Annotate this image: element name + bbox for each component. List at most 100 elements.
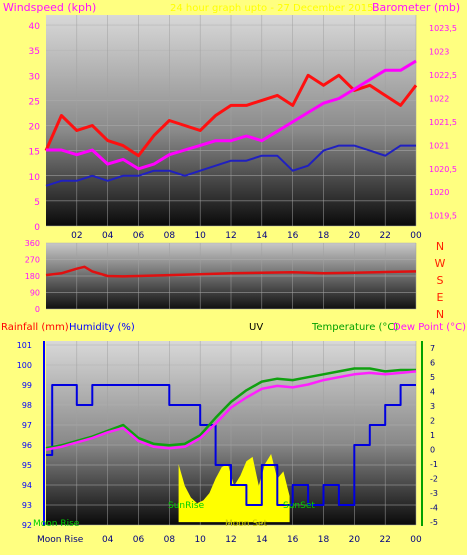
climate-grid	[46, 341, 417, 526]
climate-x-tick-label: 04	[102, 535, 114, 545]
humidity-line	[46, 384, 416, 506]
climate-x-tick-label: 18	[318, 535, 330, 545]
humidity-tick-label: 101	[17, 341, 32, 350]
barometer-tick-label: 1020	[429, 188, 449, 197]
wind-y-ticks: 0 5 10 15 20 25 30 35 40	[29, 22, 41, 233]
barometer-tick-label: 1023	[429, 48, 449, 57]
compass-label: N	[436, 240, 444, 253]
sunrise-label: SunRise	[168, 501, 205, 511]
compass-label: E	[437, 291, 444, 304]
humidity-tick-label: 92	[22, 521, 32, 530]
climate-x-tick-label: 10	[194, 535, 206, 545]
windspeed-axis-label: Windspeed (kph)	[3, 1, 96, 14]
windspeed-tick-label: 20	[29, 123, 41, 133]
temperature-line	[45, 367, 416, 450]
uv-axis-label: UV	[249, 322, 263, 333]
humidity-tick-label: 98	[22, 401, 32, 410]
humidity-axis-label: Humidity (%)	[69, 322, 135, 333]
climate-x-tick-label: 14	[256, 535, 268, 545]
climate-x-tick-label: 12	[225, 535, 236, 545]
climate-x-tick-label: 16	[287, 535, 299, 545]
climate-series	[45, 367, 417, 523]
temperature-tick-label: -4	[430, 504, 438, 513]
temperature-tick-label: 4	[430, 388, 435, 397]
compass-label: W	[435, 257, 446, 270]
wind-x-tick-label: 06	[133, 231, 145, 241]
humidity-tick-label: 100	[17, 361, 32, 370]
compass-label: S	[437, 274, 444, 287]
dewpoint-line	[45, 370, 417, 451]
temperature-tick-label: 3	[430, 402, 435, 411]
direction-tick-label: 360	[25, 239, 40, 248]
climate-x-tick-label: 00	[410, 535, 422, 545]
temperature-tick-label: 0	[430, 446, 435, 455]
temperature-tick-label: 7	[430, 344, 435, 353]
temperature-tick-label: -2	[430, 475, 438, 484]
climate-x-tick-label: 06	[133, 535, 145, 545]
wind-x-tick-label: 02	[71, 231, 82, 241]
barometer-tick-label: 1023,5	[429, 24, 457, 33]
direction-y-ticks: 0 90 180 270 360	[25, 239, 40, 314]
windspeed-tick-label: 30	[29, 72, 41, 82]
windspeed-tick-label: 40	[29, 22, 41, 32]
humidity-y-ticks: 92 93 94 95 96 97 98 99 100 101	[17, 341, 32, 530]
direction-grid	[46, 242, 417, 310]
temperature-tick-label: 2	[430, 417, 435, 426]
barometer-line	[46, 59, 417, 171]
windspeed-tick-label: 5	[34, 198, 40, 208]
compass-label: N	[436, 308, 444, 321]
barometer-tick-label: 1022	[429, 94, 449, 103]
humidity-tick-label: 97	[22, 421, 32, 430]
windspeed-tick-label: 15	[29, 148, 40, 158]
wind-x-tick-label: 20	[349, 231, 361, 241]
barometer-tick-label: 1019,5	[429, 212, 457, 221]
wind-x-tick-label: 16	[287, 231, 299, 241]
direction-series	[45, 265, 417, 278]
wind-grid	[46, 15, 417, 227]
wind-average-line	[45, 144, 416, 187]
temperature-tick-label: -3	[430, 489, 438, 498]
moonrise-label: Moon Rise	[33, 519, 80, 529]
temperature-tick-label: -5	[430, 518, 438, 527]
moonrise-axis-label: Moon Rise	[37, 535, 84, 545]
direction-tick-label: 90	[30, 289, 40, 298]
humidity-tick-label: 95	[22, 461, 32, 470]
humidity-tick-label: 94	[22, 481, 32, 490]
baro-y-ticks: 1019,5 1020 1020,5 1021 1021,5 1022 1022,5 1023…	[429, 24, 457, 221]
temperature-tick-label: -1	[430, 460, 438, 469]
windspeed-tick-label: 35	[29, 47, 40, 57]
temperature-tick-label: 5	[430, 373, 435, 382]
temperature-axis-label: Temperature (°C)	[311, 322, 398, 333]
climate-x-tick-label: 22	[379, 535, 390, 545]
barometer-tick-label: 1020,5	[429, 165, 457, 174]
sunset-label: SunSet	[283, 501, 315, 511]
barometer-tick-label: 1021	[429, 141, 449, 150]
dewpoint-axis-label: Dew Point (°C)	[393, 322, 466, 333]
humidity-tick-label: 96	[22, 441, 32, 450]
wind-x-tick-label: 08	[164, 231, 176, 241]
climate-x-ticks: 04 06 08 10 12 14 16 18 20 22 00	[102, 535, 422, 545]
direction-tick-label: 270	[25, 256, 40, 265]
climate-x-tick-label: 08	[164, 535, 176, 545]
moonset-label: Moon Set	[225, 519, 268, 529]
barometer-tick-label: 1021,5	[429, 118, 457, 127]
climate-x-tick-label: 20	[349, 535, 361, 545]
barometer-axis-label: Barometer (mb)	[372, 1, 460, 14]
windspeed-tick-label: 10	[29, 173, 41, 183]
temperature-tick-label: 1	[430, 431, 435, 440]
wind-x-tick-label: 00	[410, 231, 422, 241]
rainfall-axis-label: Rainfall (mm)	[1, 322, 69, 333]
temperature-tick-label: 6	[430, 359, 435, 368]
wind-direction-line	[45, 265, 417, 278]
chart-title: 24 hour graph upto - 27 December 2015	[170, 3, 374, 14]
wind-series	[44, 59, 418, 187]
wind-x-tick-label: 04	[102, 231, 114, 241]
wind-x-tick-label: 10	[194, 231, 206, 241]
humidity-tick-label: 99	[22, 381, 32, 390]
temperature-y-ticks: -5 -4 -3 -2 -1 0 1 2 3 4 5 6 7	[430, 344, 438, 527]
windspeed-tick-label: 0	[34, 223, 40, 233]
wind-x-ticks: 02 04 06 08 10 12 14 16 18 20 22 00	[71, 231, 422, 241]
humidity-tick-label: 93	[22, 501, 32, 510]
